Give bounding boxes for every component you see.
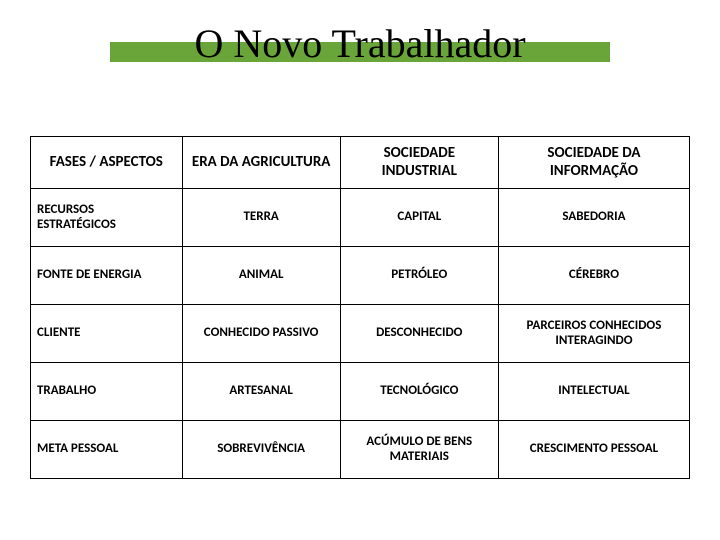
table-row: RECURSOS ESTRATÉGICOS TERRA CAPITAL SABE…	[31, 189, 690, 247]
cell: INTELECTUAL	[498, 363, 689, 421]
row-label-recursos: RECURSOS ESTRATÉGICOS	[31, 189, 183, 247]
cell: ARTESANAL	[182, 363, 340, 421]
col-header-informacao: SOCIEDADE DA INFORMAÇÃO	[498, 137, 689, 189]
cell: TECNOLÓGICO	[340, 363, 498, 421]
row-label-energia: FONTE DE ENERGIA	[31, 247, 183, 305]
table-row: CLIENTE CONHECIDO PASSIVO DESCONHECIDO P…	[31, 305, 690, 363]
comparison-table-wrap: FASES / ASPECTOS ERA DA AGRICULTURA SOCI…	[30, 136, 690, 479]
title-block: O Novo Trabalhador	[110, 20, 610, 67]
cell: ACÚMULO DE BENS MATERIAIS	[340, 421, 498, 479]
col-header-aspectos: FASES / ASPECTOS	[31, 137, 183, 189]
col-header-agricultura: ERA DA AGRICULTURA	[182, 137, 340, 189]
cell: PARCEIROS CONHECIDOS INTERAGINDO	[498, 305, 689, 363]
page-title: O Novo Trabalhador	[110, 20, 610, 67]
col-header-industrial: SOCIEDADE INDUSTRIAL	[340, 137, 498, 189]
table-row: TRABALHO ARTESANAL TECNOLÓGICO INTELECTU…	[31, 363, 690, 421]
cell: SABEDORIA	[498, 189, 689, 247]
row-label-trabalho: TRABALHO	[31, 363, 183, 421]
cell: CONHECIDO PASSIVO	[182, 305, 340, 363]
cell: CRESCIMENTO PESSOAL	[498, 421, 689, 479]
row-label-cliente: CLIENTE	[31, 305, 183, 363]
cell: ANIMAL	[182, 247, 340, 305]
cell: CÉREBRO	[498, 247, 689, 305]
comparison-table: FASES / ASPECTOS ERA DA AGRICULTURA SOCI…	[30, 136, 690, 479]
cell: SOBREVIVÊNCIA	[182, 421, 340, 479]
table-row: META PESSOAL SOBREVIVÊNCIA ACÚMULO DE BE…	[31, 421, 690, 479]
cell: PETRÓLEO	[340, 247, 498, 305]
cell: CAPITAL	[340, 189, 498, 247]
row-label-meta: META PESSOAL	[31, 421, 183, 479]
cell: TERRA	[182, 189, 340, 247]
cell: DESCONHECIDO	[340, 305, 498, 363]
table-header-row: FASES / ASPECTOS ERA DA AGRICULTURA SOCI…	[31, 137, 690, 189]
table-row: FONTE DE ENERGIA ANIMAL PETRÓLEO CÉREBRO	[31, 247, 690, 305]
